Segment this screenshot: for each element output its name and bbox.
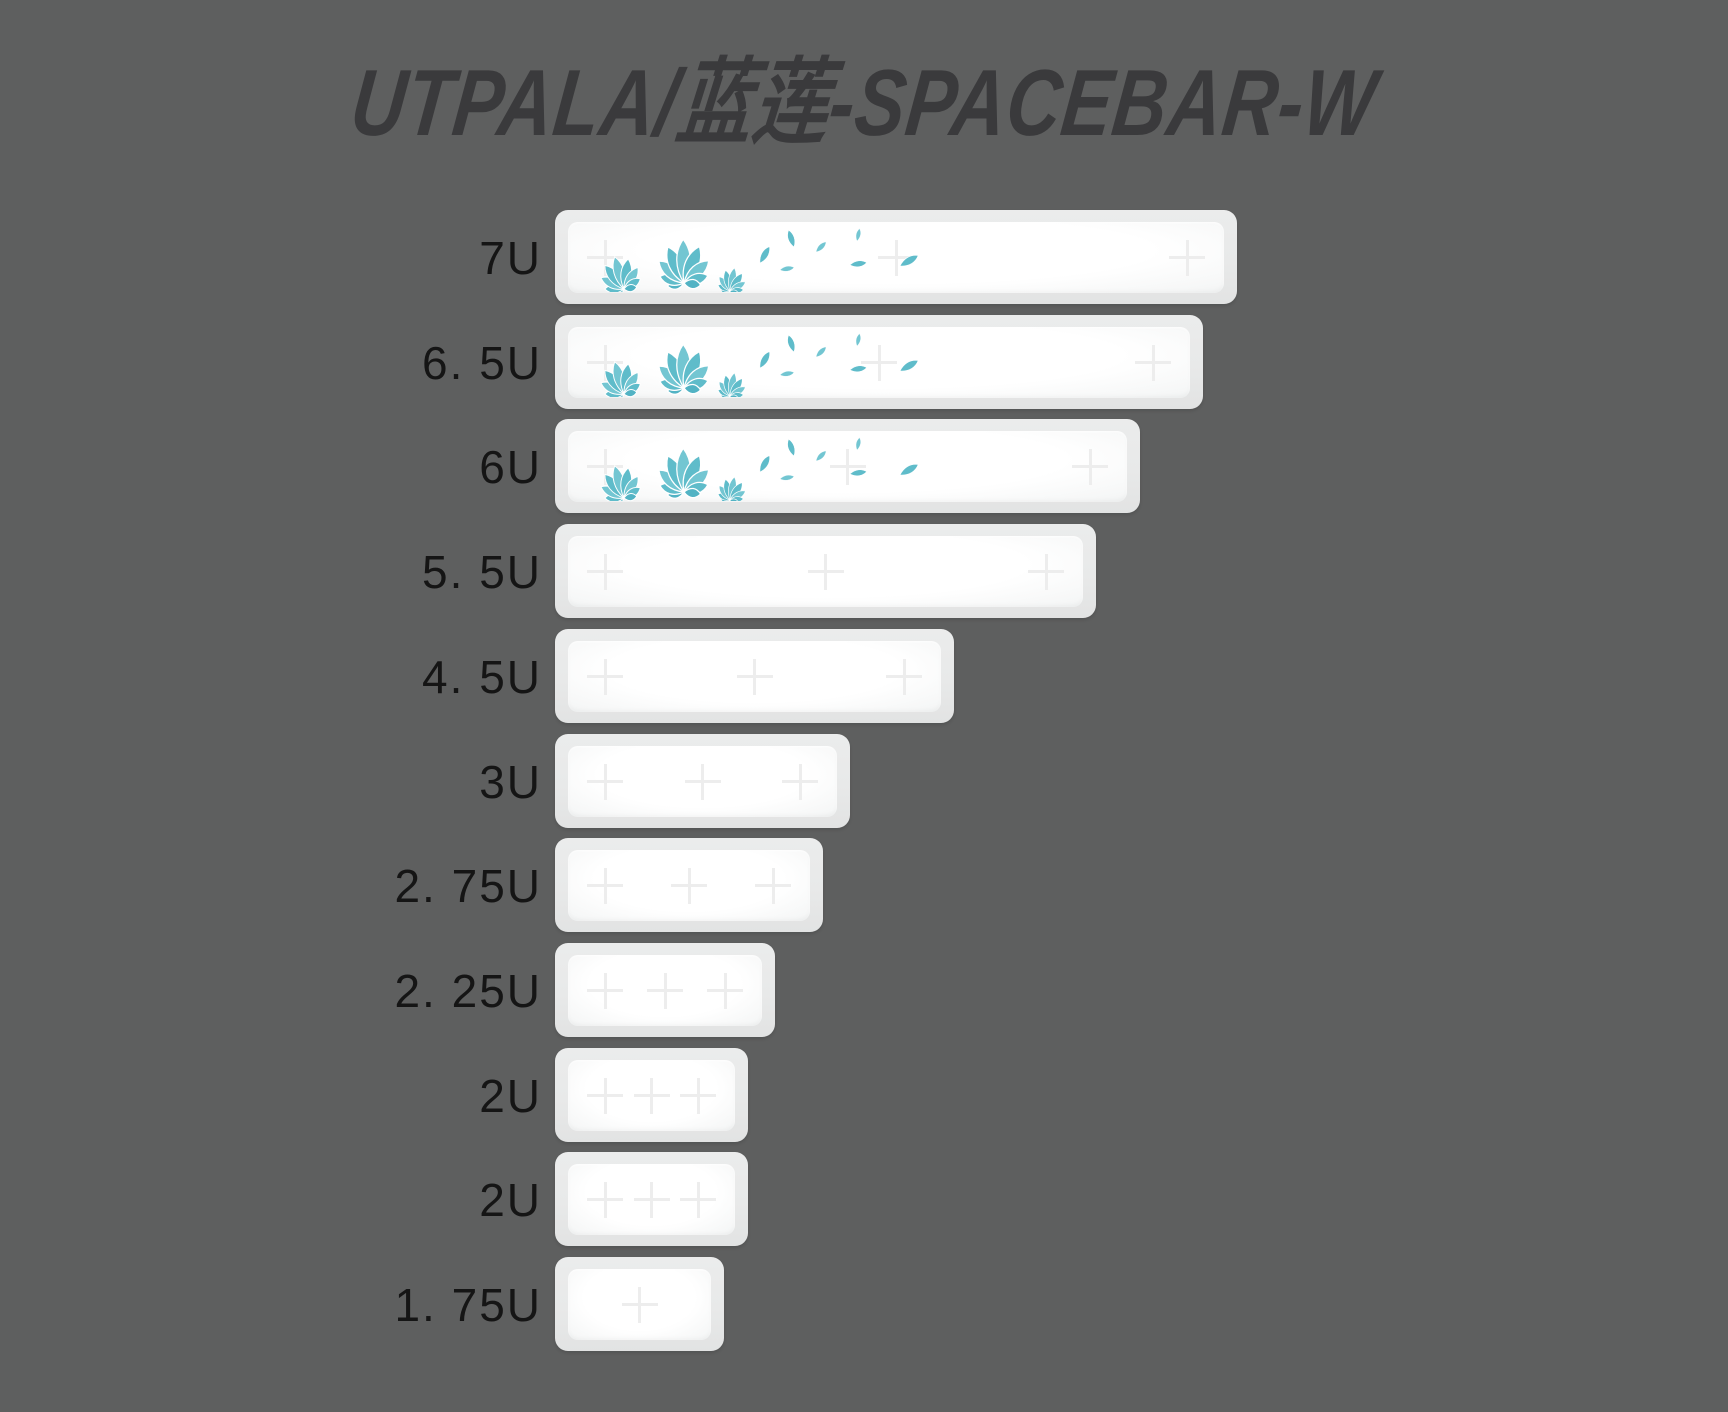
stem-mark-icon: [886, 658, 922, 695]
stem-mark-icon: [1135, 344, 1171, 381]
stem-mark-icon: [587, 867, 623, 904]
stem-mark-icon: [1072, 448, 1108, 485]
keycap-row: 7U: [0, 210, 1728, 304]
stem-mark-icon: [587, 1077, 623, 1114]
stem-mark-icon: [647, 972, 683, 1009]
keycap-row: 1. 75U: [0, 1257, 1728, 1351]
keycap-row: 2. 75U: [0, 838, 1728, 932]
stem-mark-icon: [1028, 553, 1064, 590]
size-label: 2U: [479, 1174, 542, 1226]
size-label: 2. 75U: [394, 860, 542, 912]
keycap: [555, 1152, 748, 1246]
stem-mark-icon: [755, 867, 791, 904]
lotus-flower-graphic: [600, 437, 918, 501]
size-label: 6U: [479, 441, 542, 493]
stem-mark-icon: [680, 1077, 716, 1114]
stem-mark-icon: [707, 972, 743, 1009]
stem-mark-icon: [736, 658, 773, 695]
keycap: [555, 734, 850, 828]
stem-mark-icon: [587, 763, 623, 800]
lotus-flower-graphic: [600, 228, 918, 292]
stem-mark-icon: [587, 239, 623, 276]
stem-mark-icon: [782, 763, 818, 800]
keycap-top-surface: [568, 1269, 711, 1340]
keycap-top-surface: [568, 746, 837, 817]
keycap: [555, 629, 954, 723]
size-label: 5. 5U: [422, 546, 542, 598]
stem-mark-icon: [1169, 239, 1205, 276]
stem-mark-icon: [829, 448, 866, 485]
keycap: [555, 1048, 748, 1142]
stem-mark-icon: [671, 867, 707, 904]
keycap-row: 2. 25U: [0, 943, 1728, 1037]
keycap: [555, 838, 823, 932]
stem-mark-icon: [633, 1181, 670, 1218]
keycap: [555, 943, 775, 1037]
size-label: 7U: [479, 232, 542, 284]
keycap-row: 6. 5U: [0, 315, 1728, 409]
keycap-top-surface: [568, 850, 810, 921]
size-label: 6. 5U: [422, 337, 542, 389]
keycap-row: 5. 5U: [0, 524, 1728, 618]
stem-mark-icon: [587, 658, 623, 695]
stem-mark-icon: [878, 239, 914, 276]
keycap: [555, 419, 1140, 513]
page-title: UTPALA/蓝莲-SPACEBAR-W: [0, 28, 1728, 178]
keycap: [555, 315, 1203, 409]
size-label: 2U: [479, 1070, 542, 1122]
keycap-top-surface: [568, 431, 1127, 502]
size-label: 4. 5U: [422, 651, 542, 703]
keycap-top-surface: [568, 955, 762, 1026]
stem-mark-icon: [633, 1077, 670, 1114]
keycap-row: 2U: [0, 1048, 1728, 1142]
keycap-top-surface: [568, 1060, 735, 1131]
size-label: 3U: [479, 756, 542, 808]
keycap-top-surface: [568, 641, 941, 712]
stem-mark-icon: [861, 344, 897, 381]
keycap-row: 4. 5U: [0, 629, 1728, 723]
keycap-top-surface: [568, 222, 1224, 293]
stem-mark-icon: [621, 1286, 658, 1323]
keycap-row: 2U: [0, 1152, 1728, 1246]
stem-mark-icon: [684, 763, 721, 800]
stem-mark-icon: [587, 344, 623, 381]
stem-mark-icon: [680, 1181, 716, 1218]
keycap: [555, 524, 1096, 618]
size-label: 2. 25U: [394, 965, 542, 1017]
keycap-top-surface: [568, 327, 1190, 398]
stem-mark-icon: [587, 972, 623, 1009]
keycap-top-surface: [568, 1164, 735, 1235]
size-label: 1. 75U: [394, 1279, 542, 1331]
keycap: [555, 1257, 724, 1351]
stem-mark-icon: [587, 448, 623, 485]
keycap: [555, 210, 1237, 304]
stem-mark-icon: [807, 553, 844, 590]
keycap-row: 3U: [0, 734, 1728, 828]
keycap-row: 6U: [0, 419, 1728, 513]
stem-mark-icon: [587, 553, 623, 590]
page-title-text: UTPALA/蓝莲-SPACEBAR-W: [346, 50, 1383, 155]
keycap-top-surface: [568, 536, 1083, 607]
stem-mark-icon: [587, 1181, 623, 1218]
